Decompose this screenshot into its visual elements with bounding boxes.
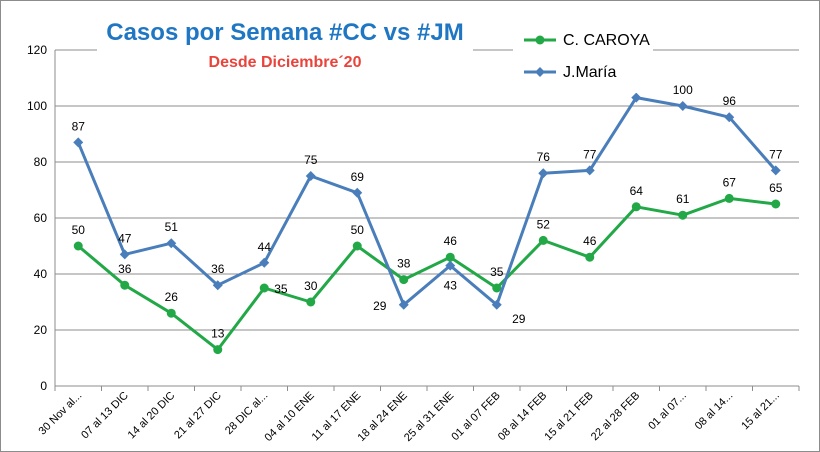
data-label: 100 <box>673 83 693 97</box>
x-tick-label: 21 al 27 DIC <box>172 390 224 442</box>
data-label: 87 <box>72 119 86 133</box>
data-label: 96 <box>723 94 737 108</box>
data-point <box>491 299 502 310</box>
y-tick-label: 80 <box>34 155 48 169</box>
chart-title: Casos por Semana #CC vs #JM <box>106 19 464 46</box>
y-tick-label: 120 <box>27 43 47 57</box>
chart-subtitle: Desde Diciembre´20 <box>208 54 362 71</box>
legend-label-jmaria: J.María <box>563 64 617 81</box>
data-point <box>259 283 269 293</box>
title-box: Casos por Semana #CC vs #JM Desde Diciem… <box>97 17 473 75</box>
data-point <box>771 199 781 209</box>
data-label: 61 <box>676 192 690 206</box>
x-tick-label: 01 al 07 FEB <box>449 390 502 443</box>
data-label: 36 <box>211 262 225 276</box>
data-point <box>584 165 595 176</box>
data-label: 50 <box>72 223 86 237</box>
data-point <box>399 275 409 285</box>
data-point <box>352 241 362 251</box>
data-point <box>73 137 84 148</box>
legend-marker-jmaria <box>524 67 556 77</box>
x-tick-label: 07 al 13 DIC <box>79 390 131 442</box>
data-point <box>212 280 223 291</box>
data-point <box>352 187 363 198</box>
data-point <box>678 210 688 220</box>
legend-label-caroya: C. CAROYA <box>563 32 650 49</box>
data-point <box>770 165 781 176</box>
x-tick-label: 28 DIC al... <box>223 390 270 437</box>
data-label: 69 <box>351 170 365 184</box>
y-tick-label: 40 <box>34 267 48 281</box>
x-tick-label: 08 al 14... <box>693 390 736 433</box>
data-label: 75 <box>304 153 318 167</box>
data-label: 67 <box>723 175 737 189</box>
x-tick-label: 22 al 28 FEB <box>589 390 642 443</box>
data-point <box>305 171 316 181</box>
data-label: 30 <box>304 279 318 293</box>
x-tick-label: 04 al 10 ENE <box>263 390 317 444</box>
legend-marker-caroya <box>524 35 556 45</box>
data-label: 46 <box>444 234 458 248</box>
data-label: 44 <box>258 240 272 254</box>
data-point <box>538 235 548 245</box>
data-point <box>119 249 130 260</box>
data-point <box>445 252 455 262</box>
data-label: 35 <box>490 265 504 279</box>
data-point <box>73 241 83 251</box>
x-tick-label: 08 al 14 FEB <box>496 390 549 443</box>
x-tick-label: 01 al 07... <box>646 390 689 433</box>
data-point <box>259 257 270 268</box>
x-tick-label: 15 al 21... <box>739 390 782 433</box>
y-tick-label: 100 <box>27 99 47 113</box>
data-point <box>677 101 688 111</box>
data-point <box>213 345 223 355</box>
data-point <box>120 280 130 290</box>
data-point <box>492 283 502 293</box>
series-line-1 <box>76 96 777 307</box>
data-label: 43 <box>444 279 458 293</box>
data-point <box>724 193 734 203</box>
data-label: 77 <box>583 147 597 161</box>
data-label: 65 <box>769 181 783 195</box>
data-point <box>538 168 549 179</box>
data-point <box>398 299 409 310</box>
x-tick-label: 25 al 31 ENE <box>402 390 456 444</box>
data-point <box>631 92 642 103</box>
data-label: 51 <box>165 220 179 234</box>
data-label: 46 <box>583 234 597 248</box>
x-tick-label: 14 al 20 DIC <box>126 390 178 442</box>
series-line-0 <box>77 196 776 352</box>
data-label: 36 <box>118 262 132 276</box>
data-point <box>724 112 735 123</box>
data-label: 38 <box>397 257 411 271</box>
data-label: 29 <box>373 299 387 313</box>
data-point <box>306 297 316 307</box>
data-label: 35 <box>274 282 288 296</box>
data-point <box>166 238 177 249</box>
x-tick-label: 15 al 21 FEB <box>542 390 595 443</box>
data-point <box>166 308 176 318</box>
data-label: 26 <box>165 290 179 304</box>
data-point <box>631 202 641 212</box>
data-label: 64 <box>630 184 644 198</box>
y-tick-label: 0 <box>40 379 47 393</box>
data-label: 47 <box>118 231 132 245</box>
y-tick-label: 60 <box>34 211 48 225</box>
data-label: 50 <box>351 223 365 237</box>
data-point <box>445 260 456 271</box>
data-label: 52 <box>537 217 551 231</box>
data-label: 77 <box>769 147 783 161</box>
data-label: 13 <box>211 327 225 341</box>
data-label: 76 <box>537 150 551 164</box>
y-tick-label: 20 <box>34 323 48 337</box>
legend: C. CAROYA J.María <box>513 25 653 93</box>
data-point <box>585 252 595 262</box>
x-tick-label: 30 Nov al... <box>37 390 85 438</box>
data-label: 29 <box>512 312 526 326</box>
